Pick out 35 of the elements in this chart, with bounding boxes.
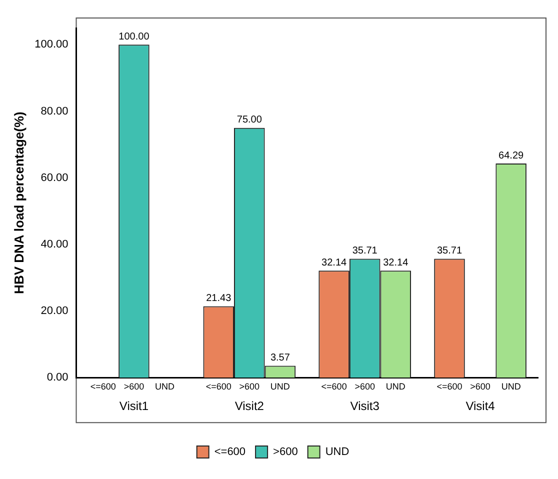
y-tick-label: 0.00 [46, 372, 68, 384]
data-label: 3.57 [270, 352, 290, 364]
y-tick-label: 100.00 [34, 38, 68, 51]
text: UND [155, 382, 174, 392]
data-label: 32.14 [383, 257, 409, 268]
data-label: 64.29 [498, 150, 524, 162]
text: <=600 [321, 382, 347, 392]
text: >600 [354, 382, 375, 392]
y-axis-title: HBV DNA load percentage(%) [11, 112, 26, 294]
data-label: 35.71 [352, 245, 378, 256]
x-tick-label: Visit1 [119, 399, 149, 414]
text: >600 [470, 382, 490, 392]
data-label: 75.00 [236, 114, 262, 126]
y-tick-label: 60.00 [40, 172, 68, 184]
text: <=600 [206, 382, 232, 392]
text: UND [270, 382, 290, 392]
text: UND [501, 382, 521, 392]
data-label: 35.71 [436, 245, 462, 256]
data-label: 32.14 [322, 257, 348, 268]
x-tick-label: Visit3 [350, 399, 380, 414]
text: <=600 [436, 382, 462, 392]
y-tick-label: 40.00 [40, 238, 68, 250]
legend-label: <=600 [214, 446, 246, 458]
x-tick-label: Visit4 [466, 399, 496, 414]
data-label: 100.00 [118, 31, 150, 42]
text: <=600 [90, 382, 116, 392]
y-tick-label: 20.00 [40, 305, 68, 318]
y-tick-label: 80.00 [40, 105, 68, 118]
text: >600 [124, 382, 144, 392]
data-label: 21.43 [206, 293, 232, 304]
legend-label: UND [325, 446, 350, 458]
text: >600 [239, 382, 260, 392]
legend-label: >600 [273, 446, 298, 458]
x-tick-label: Visit2 [234, 399, 264, 414]
text: UND [386, 382, 406, 392]
